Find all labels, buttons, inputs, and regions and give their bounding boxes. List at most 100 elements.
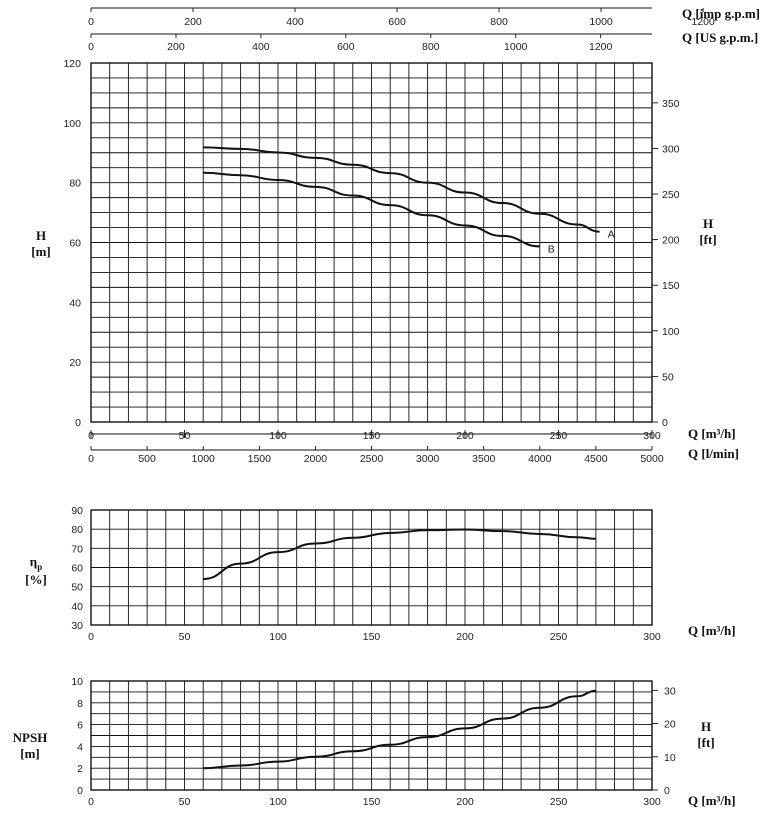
npsh-y2-tick: 0 xyxy=(664,785,670,797)
head-y2-tick: 150 xyxy=(662,280,680,292)
head-x-tick: 50 xyxy=(179,430,191,442)
head-y-tick: 60 xyxy=(69,238,81,250)
head-y-tick: 0 xyxy=(75,417,81,429)
npsh-x-tick: 100 xyxy=(269,796,287,808)
head-ylabel: [m] xyxy=(31,244,51,259)
npsh-y-tick: 2 xyxy=(77,763,83,775)
head-y2-tick: 200 xyxy=(662,235,680,247)
top-imp-label: Q [imp g.p.m] xyxy=(682,6,760,21)
head-x2-tick: 1500 xyxy=(248,453,272,465)
npsh-y2-tick: 20 xyxy=(664,719,676,731)
eff-y-tick: 30 xyxy=(71,620,83,632)
npsh-x-tick: 150 xyxy=(363,796,381,808)
head-xlabel: Q [m³/h] xyxy=(688,426,736,441)
head-curve-label-b: B xyxy=(548,243,555,255)
top-us-tick: 200 xyxy=(167,41,185,53)
eff-curve xyxy=(203,528,596,580)
eff-y-tick: 50 xyxy=(71,582,83,594)
npsh-y2-tick: 30 xyxy=(664,685,676,697)
head-y-tick: 20 xyxy=(69,357,81,369)
eff-y-tick: 80 xyxy=(71,524,83,536)
npsh-x-tick: 0 xyxy=(88,796,94,808)
head-x2-tick: 4000 xyxy=(528,453,552,465)
top-us-tick: 1000 xyxy=(504,41,528,53)
head-x2-tick: 3500 xyxy=(472,453,496,465)
top-imp-tick: 0 xyxy=(88,16,94,28)
head-curve-label-a: A xyxy=(608,229,615,241)
head-x-tick: 300 xyxy=(643,430,661,442)
eff-x-tick: 100 xyxy=(269,631,287,643)
npsh-frame xyxy=(90,680,653,791)
head-x2-tick: 5000 xyxy=(640,453,664,465)
eff-x-tick: 200 xyxy=(456,631,474,643)
head-x2-tick: 0 xyxy=(88,453,94,465)
eff-x-tick: 0 xyxy=(88,631,94,643)
head-curve-a xyxy=(203,146,600,233)
npsh-y2-tick: 10 xyxy=(664,752,676,764)
top-imp-tick: 600 xyxy=(388,16,406,28)
head-y2label: H xyxy=(703,216,713,231)
head-y-tick: 100 xyxy=(63,118,81,130)
head-x-tick: 150 xyxy=(363,430,381,442)
head-x-tick: 200 xyxy=(456,430,474,442)
eff-y-tick: 40 xyxy=(71,601,83,613)
top-us-label: Q [US g.p.m.] xyxy=(682,30,758,45)
eff-y-tick: 70 xyxy=(71,543,83,555)
npsh-y2label: H xyxy=(701,719,711,734)
head-x-tick: 250 xyxy=(550,430,568,442)
head-frame xyxy=(90,62,653,423)
eff-ylabel: ηp xyxy=(30,554,42,572)
eff-xlabel: Q [m³/h] xyxy=(688,623,736,638)
npsh-y-tick: 0 xyxy=(77,785,83,797)
npsh-y-tick: 4 xyxy=(77,741,83,753)
head-x2-tick: 4500 xyxy=(584,453,608,465)
head-y2-tick: 50 xyxy=(662,371,674,383)
npsh-xlabel: Q [m³/h] xyxy=(688,793,736,808)
head-y-tick: 120 xyxy=(63,58,81,70)
head-x2-tick: 3000 xyxy=(416,453,440,465)
top-us-tick: 0 xyxy=(88,41,94,53)
eff-x-tick: 150 xyxy=(363,631,381,643)
top-us-tick: 1200 xyxy=(589,41,613,53)
eff-x-tick: 50 xyxy=(179,631,191,643)
head-x-tick: 100 xyxy=(269,430,287,442)
head-x2-tick: 1000 xyxy=(192,453,216,465)
head-x2-tick: 2500 xyxy=(360,453,384,465)
npsh-y-tick: 8 xyxy=(77,698,83,710)
head-y2-tick: 0 xyxy=(662,417,668,429)
head-y-tick: 80 xyxy=(69,178,81,190)
eff-ylabel-unit: [%] xyxy=(25,572,47,587)
eff-frame xyxy=(90,509,653,626)
head-y2-tick: 300 xyxy=(662,143,680,155)
eff-y-tick: 60 xyxy=(71,563,83,575)
head-x2-tick: 2000 xyxy=(304,453,328,465)
npsh-y-tick: 10 xyxy=(71,676,83,688)
top-imp-tick: 200 xyxy=(184,16,202,28)
npsh-ylabel: [m] xyxy=(20,746,40,761)
head-x2-tick: 500 xyxy=(138,453,156,465)
npsh-ylabel: NPSH xyxy=(13,730,48,745)
top-us-tick: 800 xyxy=(422,41,440,53)
head-ylabel: H xyxy=(36,228,46,243)
top-us-tick: 400 xyxy=(252,41,270,53)
head-y2label: [ft] xyxy=(699,232,716,247)
head-y2-tick: 100 xyxy=(662,326,680,338)
top-imp-tick: 1000 xyxy=(589,16,613,28)
top-imp-tick: 1200 xyxy=(691,16,715,28)
head-y2-tick: 350 xyxy=(662,98,680,110)
npsh-x-tick: 250 xyxy=(550,796,568,808)
top-imp-tick: 800 xyxy=(490,16,508,28)
head-x-tick: 0 xyxy=(88,430,94,442)
npsh-curve xyxy=(203,689,596,770)
head-xlabel2: Q [l/min] xyxy=(688,446,739,461)
eff-y-tick: 90 xyxy=(71,505,83,517)
npsh-x-tick: 300 xyxy=(643,796,661,808)
npsh-x-tick: 50 xyxy=(179,796,191,808)
top-us-tick: 600 xyxy=(337,41,355,53)
npsh-x-tick: 200 xyxy=(456,796,474,808)
head-y2-tick: 250 xyxy=(662,189,680,201)
npsh-y-tick: 6 xyxy=(77,720,83,732)
eff-x-tick: 250 xyxy=(550,631,568,643)
